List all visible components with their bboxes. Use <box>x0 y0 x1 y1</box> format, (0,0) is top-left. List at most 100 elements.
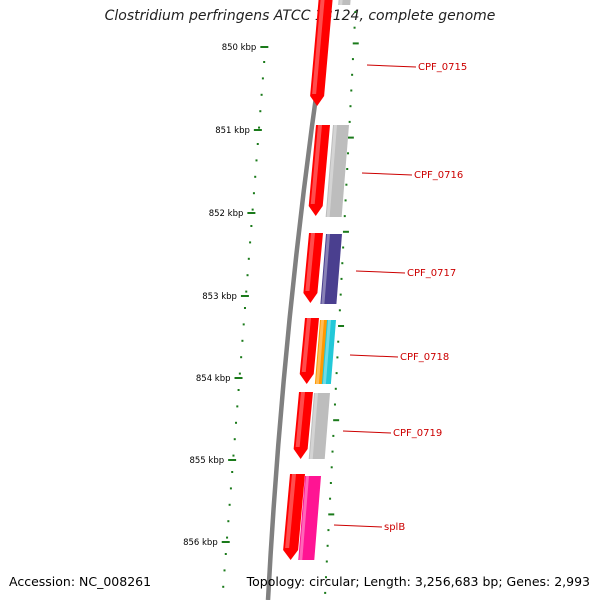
ruler-minor-tick <box>260 93 263 96</box>
outer-minor-tick <box>348 120 351 123</box>
ruler-minor-tick <box>226 536 229 539</box>
gene-label[interactable]: CPF_0718 <box>400 352 449 363</box>
outer-minor-tick <box>344 199 347 202</box>
outer-minor-tick <box>338 309 341 312</box>
gene-label[interactable]: CPF_0717 <box>407 268 456 279</box>
gene-label[interactable]: CPF_0716 <box>414 170 463 181</box>
outer-minor-tick <box>335 372 338 375</box>
ruler-minor-tick <box>247 257 250 260</box>
ruler-minor-tick <box>223 569 226 572</box>
outer-minor-tick <box>345 183 348 186</box>
outer-minor-tick <box>336 356 339 359</box>
outer-minor-tick <box>326 544 329 547</box>
adjacent-feature <box>308 393 330 459</box>
adjacent-feature-highlight <box>309 393 318 459</box>
ruler-minor-tick <box>250 225 253 227</box>
outer-minor-tick <box>331 450 334 453</box>
outer-minor-tick <box>341 262 344 265</box>
ruler-minor-tick <box>263 61 266 63</box>
gene-label-leader <box>349 354 399 358</box>
ruler-minor-tick <box>235 421 238 424</box>
outer-minor-tick <box>327 529 330 532</box>
features <box>283 0 351 560</box>
ruler-minor-tick <box>258 126 261 129</box>
ruler-label: 852 kbp <box>209 209 244 219</box>
adjacent-feature <box>298 476 321 560</box>
gene-label[interactable]: CPF_0719 <box>393 428 442 439</box>
outer-minor-tick <box>343 215 346 218</box>
ruler-minor-tick <box>228 503 231 506</box>
genome-summary: Topology: circular; Length: 3,256,683 bp… <box>246 574 590 589</box>
gene-arrow-highlight <box>312 0 325 94</box>
gene-feature <box>283 474 321 560</box>
outer-minor-tick <box>339 293 342 296</box>
outer-minor-tick <box>334 387 337 390</box>
gene-arrow-highlight <box>295 392 305 447</box>
gene-labels: CPF_0715 CPF_0716 CPF_0717 CPF_0718 CPF_0719… <box>333 62 467 533</box>
outer-minor-tick <box>329 482 332 484</box>
gene-label[interactable]: CPF_0715 <box>418 62 467 73</box>
adjacent-feature-highlight <box>315 320 324 384</box>
ruler-minor-tick <box>236 405 239 408</box>
ruler-minor-tick <box>241 339 244 342</box>
adjacent-feature <box>325 125 349 217</box>
ruler-minor-tick <box>252 192 255 195</box>
outer-minor-tick <box>332 434 335 437</box>
adjacent-feature-highlight <box>321 234 330 304</box>
ruler-minor-tick <box>243 307 246 309</box>
gene-label-leader <box>355 270 406 274</box>
adjacent-feature <box>314 320 328 384</box>
gene-feature <box>308 125 349 217</box>
outer-minor-tick <box>324 576 327 579</box>
ruler-label: 856 kbp <box>183 538 218 548</box>
outer-minor-tick <box>329 497 332 500</box>
gene-arrow-highlight <box>301 318 311 372</box>
gene-arrow-highlight <box>285 474 296 548</box>
ruler-minor-tick <box>251 208 254 211</box>
ruler-minor-tick <box>238 372 241 375</box>
ruler-minor-tick <box>249 241 252 244</box>
adjacent-feature <box>338 0 351 5</box>
ruler-minor-tick <box>231 471 234 473</box>
gene-feature <box>310 0 351 106</box>
outer-minor-tick <box>351 73 354 76</box>
gene-feature <box>303 233 342 304</box>
ruler-minor-tick <box>227 520 230 523</box>
ruler-minor-tick <box>229 487 232 490</box>
ruler: 850 kbp 851 kbp 852 kbp 853 kbp 854 kbp 855 k… <box>183 43 269 588</box>
adjacent-feature <box>321 320 336 384</box>
adjacent-feature <box>320 234 342 304</box>
ruler-minor-tick <box>240 356 243 359</box>
ruler-minor-tick <box>254 175 257 178</box>
outer-minor-tick <box>346 168 349 170</box>
gene-feature <box>293 392 330 459</box>
outer-minor-tick <box>347 152 350 155</box>
outer-minor-tick <box>351 58 354 61</box>
ruler-minor-tick <box>222 585 225 588</box>
adjacent-feature-highlight <box>339 0 343 5</box>
ruler-minor-tick <box>255 159 258 162</box>
gene-label-leader <box>342 430 392 434</box>
outer-minor-tick <box>325 560 328 563</box>
outer-minor-tick <box>350 89 353 92</box>
gene-feature <box>299 318 336 384</box>
ruler-minor-tick <box>242 323 245 326</box>
ruler-label: 854 kbp <box>196 374 231 384</box>
ruler-label: 850 kbp <box>222 43 257 53</box>
ruler-label: 855 kbp <box>189 456 224 466</box>
ruler-minor-tick <box>261 77 264 80</box>
outer-minor-tick <box>349 105 352 108</box>
ruler-minor-tick <box>232 454 235 457</box>
outer-tick-track <box>324 11 359 594</box>
ruler-minor-tick <box>256 143 259 145</box>
gene-arrow-highlight <box>310 125 322 204</box>
outer-minor-tick <box>324 591 327 594</box>
outer-minor-tick <box>330 466 333 469</box>
adjacent-feature-highlight <box>322 320 331 384</box>
gene-label[interactable]: splB <box>384 522 405 533</box>
ruler-minor-tick <box>245 290 248 293</box>
ruler-minor-tick <box>246 274 249 277</box>
outer-minor-tick <box>333 403 336 406</box>
gene-label-leader <box>333 524 383 528</box>
